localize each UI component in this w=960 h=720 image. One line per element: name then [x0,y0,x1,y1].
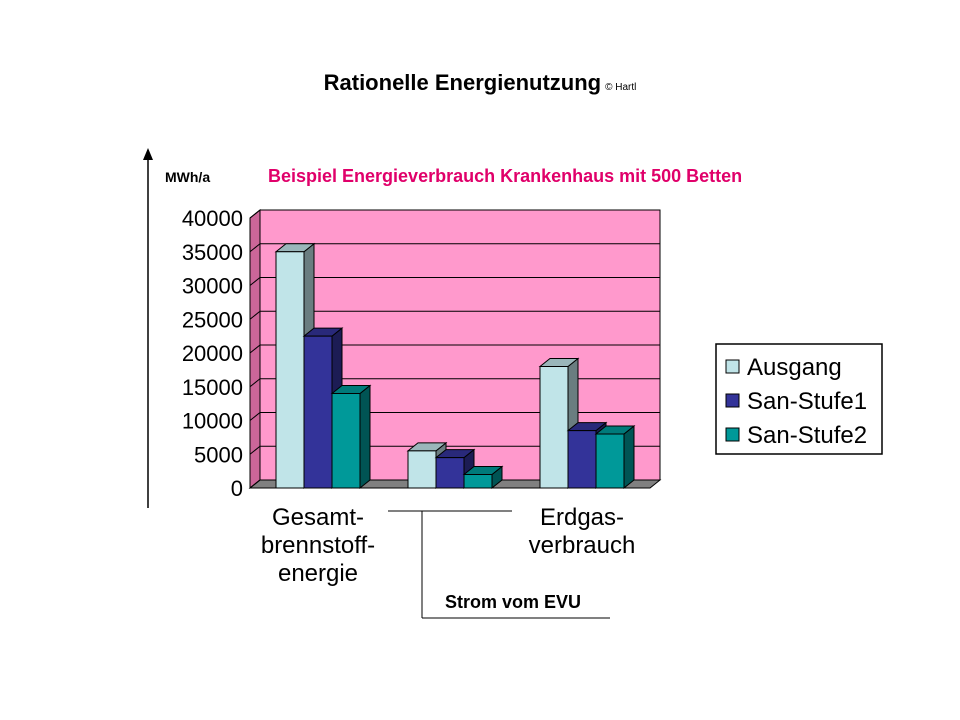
gridline-side [249,310,261,320]
bars [274,242,636,490]
category-label-line: energie [278,560,358,587]
legend-label: San-Stufe2 [747,422,867,449]
y-tick-label: 25000 [182,307,243,332]
category-labels: Gesamt-brennstoff-energie Strom vom EVU Er… [261,504,636,612]
gridline-side [249,209,261,219]
gridline-side [249,344,261,354]
bar-front [595,433,625,489]
gridline-side [249,277,261,286]
bar-front [567,430,597,489]
gridline-side [249,243,261,253]
bar-front [435,457,465,489]
bar-front [539,366,569,489]
copyright-note: © Hartl [605,82,637,93]
chart-title: Beispiel Energieverbrauch Krankenhaus mi… [268,166,742,186]
bar-side [359,384,371,490]
legend-label: San-Stufe1 [747,388,867,415]
category-label: Erdgas-verbrauch [529,504,636,559]
y-tick-labels: 40000 35000 30000 25000 20000 15000 10000 5000 0 [182,206,243,501]
y-tick-label: 0 [231,476,243,501]
gridline-side [249,412,261,421]
category-label: Gesamt-brennstoff-energie [261,504,375,587]
bar [538,357,580,490]
y-tick-label: 30000 [182,274,243,299]
bar-front [275,251,305,489]
category-label-line: Strom vom EVU [445,592,581,612]
y-axis-label: MWh/a [165,169,210,185]
gridline-side [249,445,261,455]
category-label-line: Gesamt- [272,504,364,531]
legend-swatch [725,427,740,442]
category-label-line: Erdgas- [540,504,624,531]
bar [462,465,504,490]
bar-front [463,474,493,489]
legend-box [715,343,883,455]
y-axis-arrowhead [143,148,153,160]
category-label: Strom vom EVU [445,592,581,612]
y-tick-label: 40000 [182,206,243,231]
legend-swatch [725,393,740,408]
gridline-side [249,378,261,388]
y-tick-label: 15000 [182,375,243,400]
gridline-side [249,479,261,489]
bar [330,384,372,490]
legend-swatch [725,359,740,374]
category-label-line: brennstoff- [261,532,375,559]
bar-front [407,450,437,489]
bar-front [303,335,333,489]
category-label-line: verbrauch [529,532,636,559]
page-title-text: Rationelle Energienutzung [323,70,602,95]
y-tick-label: 5000 [194,442,243,467]
y-tick-label: 20000 [182,341,243,366]
bar-front [331,393,361,489]
page-title: Rationelle Energienutzung © Hartl [0,70,960,96]
bar [594,424,636,490]
y-tick-label: 35000 [182,240,243,265]
legend-label: Ausgang [747,354,842,381]
y-tick-label: 10000 [182,409,243,434]
bar-side [623,424,635,490]
legend: Ausgang San-Stufe1 San-Stufe2 [715,343,883,455]
